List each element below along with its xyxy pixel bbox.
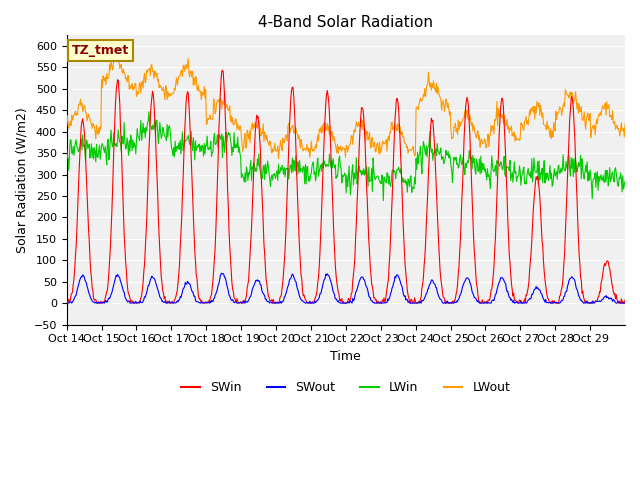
Y-axis label: Solar Radiation (W/m2): Solar Radiation (W/m2) bbox=[15, 107, 28, 253]
Legend: SWin, SWout, LWin, LWout: SWin, SWout, LWin, LWout bbox=[177, 376, 515, 399]
X-axis label: Time: Time bbox=[330, 350, 361, 363]
Text: TZ_tmet: TZ_tmet bbox=[72, 44, 129, 57]
Title: 4-Band Solar Radiation: 4-Band Solar Radiation bbox=[259, 15, 433, 30]
